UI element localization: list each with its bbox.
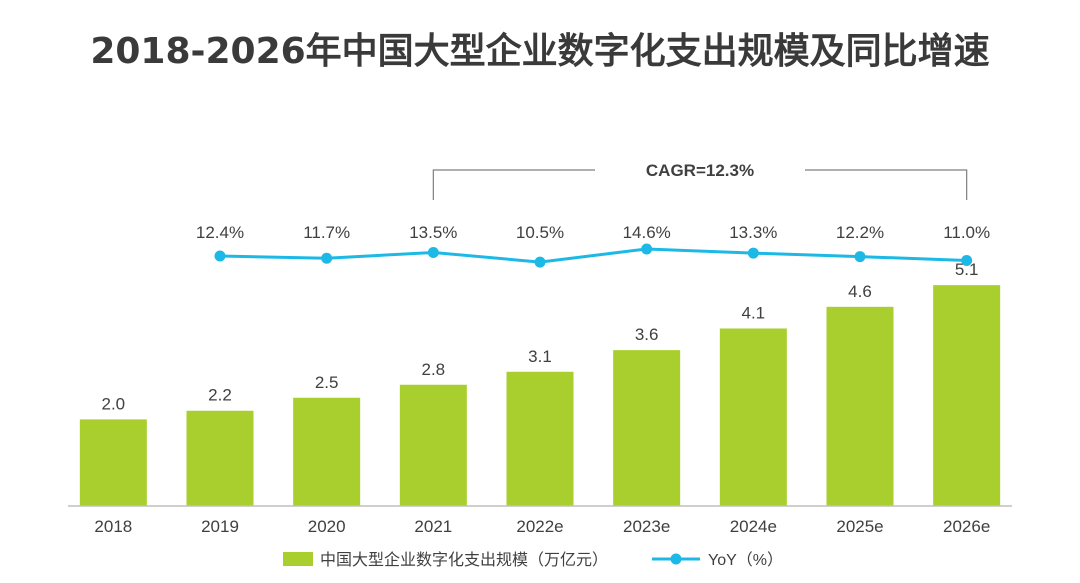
- bar-value-label: 2.2: [208, 386, 232, 405]
- yoy-point-2022e: [534, 256, 546, 268]
- bar-2025e: [826, 306, 894, 506]
- bar-2018: [79, 419, 147, 506]
- yoy-value-label: 12.2%: [836, 223, 884, 242]
- yoy-line-layer: 12.4% 11.7% 13.5% 10.5% 14.6% 13.3% 12.2% 11.0%: [196, 223, 990, 268]
- yoy-value-label: 11.0%: [943, 223, 990, 242]
- bar-2019: [186, 410, 254, 506]
- yoy-point-2020: [321, 252, 333, 264]
- bar-2024e: [719, 328, 787, 506]
- legend-line-label: YoY（%）: [708, 551, 783, 569]
- x-tick-label: 2021: [414, 517, 452, 536]
- bar-2020: [293, 397, 361, 506]
- yoy-value-label: 13.3%: [729, 223, 777, 242]
- x-tick-label: 2019: [201, 517, 239, 536]
- x-tick-label: 2022e: [516, 517, 563, 536]
- bar-value-label: 2.5: [315, 373, 339, 392]
- bar-value-label: 2.8: [422, 360, 446, 379]
- bar-value-label: 4.6: [848, 282, 872, 301]
- yoy-point-2023e: [641, 243, 653, 255]
- bar-2022e: [506, 371, 574, 506]
- yoy-value-label: 10.5%: [516, 223, 564, 242]
- yoy-point-2025e: [854, 251, 866, 263]
- cagr-bracket-left: [432, 169, 595, 200]
- cagr-label: CAGR=12.3%: [646, 161, 754, 180]
- yoy-point-2024e: [747, 247, 759, 259]
- x-tick-label: 2026e: [943, 517, 990, 536]
- x-tick-label: 2020: [308, 517, 346, 536]
- yoy-value-label: 14.6%: [623, 223, 671, 242]
- cagr-annotation: CAGR=12.3%: [432, 161, 968, 200]
- bar-value-label: 5.1: [955, 260, 979, 279]
- bar-value-label: 3.1: [528, 347, 552, 366]
- legend-bar-label: 中国大型企业数字化支出规模（万亿元）: [320, 551, 608, 569]
- x-tick-label: 2025e: [836, 517, 883, 536]
- yoy-point-2019: [214, 250, 226, 262]
- bars-layer: 2.0 2.2 2.5 2.8 3.1 3.6 4.1 4.6 5.1: [79, 260, 1001, 506]
- bar-value-label: 2.0: [102, 394, 126, 413]
- bar-2021: [399, 384, 467, 506]
- cagr-bracket-right: [805, 169, 968, 200]
- legend-bar-swatch: [283, 552, 313, 566]
- x-tick-label: 2018: [94, 517, 132, 536]
- yoy-line: [219, 247, 967, 264]
- bar-2026e: [933, 285, 1001, 506]
- yoy-value-label: 11.7%: [303, 223, 350, 242]
- legend: 中国大型企业数字化支出规模（万亿元） YoY（%）: [283, 551, 783, 569]
- yoy-value-label: 13.5%: [409, 223, 457, 242]
- bar-value-label: 3.6: [635, 325, 659, 344]
- legend-line-marker: [670, 553, 682, 565]
- x-tick-label: 2024e: [730, 517, 777, 536]
- yoy-point-2026e: [961, 254, 973, 266]
- bar-2023e: [613, 350, 681, 506]
- bar-value-label: 4.1: [742, 303, 766, 322]
- x-tick-label: 2023e: [623, 517, 670, 536]
- chart-title: 2018-2026年中国大型企业数字化支出规模及同比增速: [90, 31, 990, 72]
- x-tick-labels: 2018 2019 2020 2021 2022e 2023e 2024e 2025e 2026…: [94, 517, 990, 536]
- yoy-point-2021: [427, 246, 439, 258]
- yoy-value-label: 12.4%: [196, 223, 244, 242]
